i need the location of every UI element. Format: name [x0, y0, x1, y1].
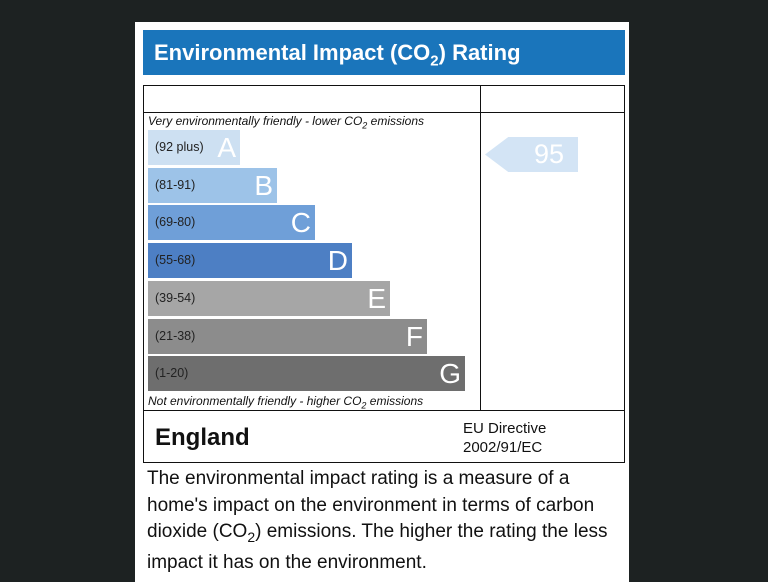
band-letter: E: [367, 282, 386, 314]
band-range: (69-80): [155, 215, 196, 230]
rating-table: Very environmentally friendly - lower CO…: [143, 85, 625, 463]
title-subscript: 2: [430, 52, 439, 70]
column-divider: [480, 86, 481, 410]
band-range: (55-68): [155, 253, 196, 268]
band-letter: G: [439, 358, 461, 390]
band-c: (69-80) C: [148, 205, 315, 241]
band-letter: B: [254, 169, 273, 201]
band-g: (1-20) G: [148, 356, 465, 392]
band-range: (1-20): [155, 366, 189, 381]
band-letter: A: [217, 132, 236, 163]
band-range: (21-38): [155, 328, 196, 343]
band-a: (92 plus) A: [148, 130, 240, 165]
region-label: England: [155, 424, 250, 451]
title-text-end: ) Rating: [438, 40, 521, 65]
page-title: Environmental Impact (CO2) Rating: [143, 30, 625, 75]
description-text: The environmental impact rating is a mea…: [147, 468, 608, 574]
band-range: (81-91): [155, 177, 196, 192]
top-caption: Very environmentally friendly - lower CO…: [148, 114, 424, 131]
current-rating-value: 95: [533, 139, 564, 169]
current-rating-arrow: 95: [485, 137, 578, 172]
band-e: (39-54) E: [148, 280, 390, 316]
header-row-divider: [144, 112, 624, 113]
title-text: Environmental Impact (CO: [154, 40, 431, 65]
band-d: (55-68) D: [148, 243, 352, 279]
band-range: (39-54): [155, 290, 196, 305]
footer-row-divider: [144, 410, 624, 411]
band-letter: F: [405, 320, 423, 352]
band-letter: D: [327, 245, 348, 277]
band-b: (81-91) B: [148, 167, 277, 203]
bottom-caption: Not environmentally friendly - higher CO…: [148, 394, 424, 411]
band-letter: C: [290, 207, 311, 239]
band-f: (21-38) F: [148, 318, 427, 354]
eu-directive: EU Directive 2002/91/EC: [463, 420, 547, 456]
band-range: (92 plus): [155, 140, 204, 154]
